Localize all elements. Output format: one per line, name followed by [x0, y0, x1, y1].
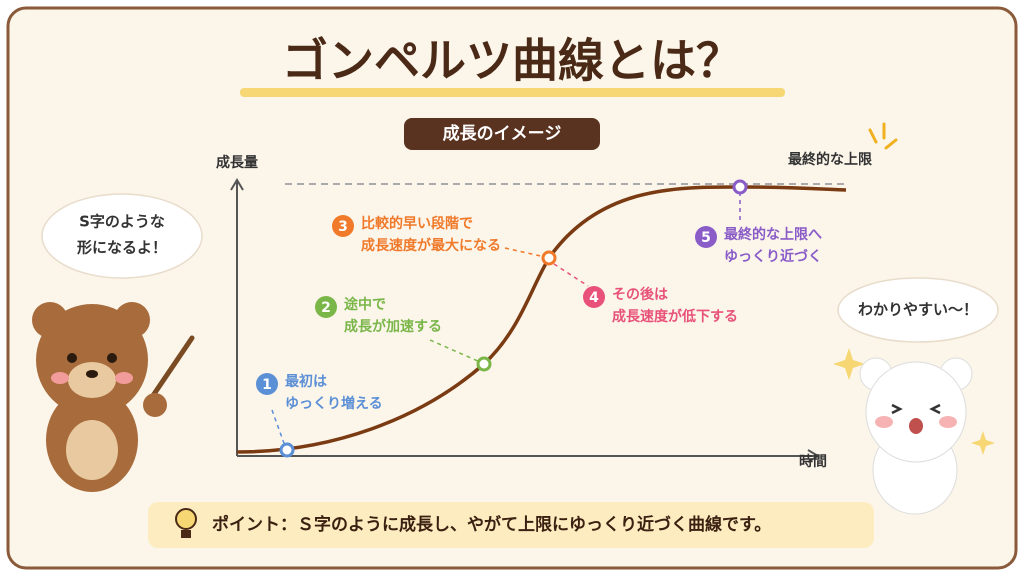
curve-points [279, 179, 748, 458]
step-badge [695, 226, 717, 248]
step-number: 4 [589, 290, 599, 306]
step-number: 5 [701, 230, 711, 246]
frame [6, 6, 1018, 570]
step-number: 2 [321, 300, 331, 316]
step-text: 成長が加速する [344, 318, 442, 335]
step-text: 比較的早い段階で [361, 215, 473, 232]
white-bear [833, 348, 995, 515]
point-bg [148, 502, 874, 548]
step-text: 成長速度が低下する [612, 308, 738, 325]
upper-limit-label: 最終的な上限 [788, 151, 872, 168]
y-axis-label: 成長量 [216, 154, 258, 171]
title: ゴンペルツ曲線とは？ [282, 34, 742, 88]
bubble-text: わかりやすい〜！ [858, 301, 978, 319]
x-axis-label: 時間 [799, 453, 827, 470]
step-number: 1 [262, 377, 272, 393]
axes [230, 178, 820, 463]
bubble-text: S字のような [79, 213, 165, 231]
leader-lines [271, 192, 741, 447]
badge: 成長のイメージ [443, 123, 562, 144]
point-text: ポイント：Ｓ字のように成長し、やがて上限にゆっくり近づく曲線です。 [212, 514, 771, 535]
brown-bear [32, 302, 195, 492]
step-text: その後は [612, 286, 668, 303]
step-badge [583, 286, 605, 308]
step-badge [315, 296, 337, 318]
step-text: 最初は [285, 373, 327, 390]
step-text: 成長速度が最大になる [361, 237, 501, 254]
step-badge [256, 373, 278, 395]
sparkle [868, 122, 898, 150]
step-badge [332, 215, 354, 237]
title-underline [240, 88, 785, 97]
right-bubble: わかりやすい〜！ [837, 277, 999, 343]
step-text: ゆっくり増える [285, 395, 383, 412]
badge-bg [404, 118, 600, 150]
bubble-text: 形になるよ！ [77, 239, 167, 257]
step-number: 3 [338, 219, 348, 235]
bulb-icon [175, 508, 197, 538]
step-text: ゆっくり近づく [724, 248, 822, 265]
step-text: 途中で [344, 296, 386, 313]
left-bubble: S字のような 形になるよ！ [41, 193, 203, 279]
step-text: 最終的な上限へ [724, 226, 822, 243]
